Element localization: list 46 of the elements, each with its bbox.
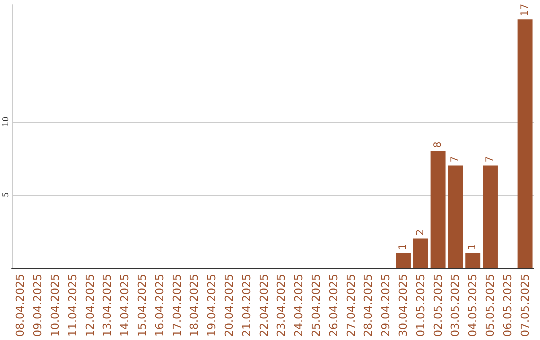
data-label: 1 xyxy=(398,244,409,250)
x-tick-label: 13.04.2025 xyxy=(101,274,114,338)
data-label: 8 xyxy=(432,142,444,148)
x-tick-label: 27.04.2025 xyxy=(344,274,358,338)
x-tick-label: 05.05.2025 xyxy=(484,274,497,338)
x-tick-label: 29.04.2025 xyxy=(380,274,393,338)
data-label: 7 xyxy=(485,156,496,163)
x-tick-label: 10.04.2025 xyxy=(49,274,62,338)
x-tick-label: 06.05.2025 xyxy=(501,274,514,338)
x-tick-label: 20.04.2025 xyxy=(223,274,236,338)
x-tick-label: 18.04.2025 xyxy=(188,274,202,338)
x-tick-label: 19.04.2025 xyxy=(206,274,219,338)
x-tick-label: 26.04.2025 xyxy=(327,274,340,338)
bar xyxy=(430,151,446,268)
y-tick-label: 10 xyxy=(2,116,10,127)
x-tick-label: 15.04.2025 xyxy=(136,274,149,338)
x-tick-label: 04.05.2025 xyxy=(466,274,480,338)
x-tick-label: 09.04.2025 xyxy=(32,274,45,338)
data-label: 1 xyxy=(468,244,479,250)
data-label: 7 xyxy=(450,156,462,163)
x-tick-label: 07.05.2025 xyxy=(518,274,532,338)
bar xyxy=(413,238,428,268)
x-tick-label: 24.04.2025 xyxy=(292,274,306,338)
x-tick-label: 22.04.2025 xyxy=(258,274,271,338)
bar xyxy=(448,166,464,268)
x-tick-label: 25.04.2025 xyxy=(310,274,323,338)
data-label: 17 xyxy=(520,4,531,17)
x-tick-label: 02.05.2025 xyxy=(432,274,445,338)
x-tick-label: 12.04.2025 xyxy=(84,274,97,338)
x-tick-label: 14.04.2025 xyxy=(118,274,132,338)
bar xyxy=(466,253,481,268)
x-tick-label: 03.05.2025 xyxy=(449,274,462,338)
bar xyxy=(396,253,411,268)
x-tick-label: 28.04.2025 xyxy=(362,274,376,338)
x-tick-label: 16.04.2025 xyxy=(153,274,166,338)
bar xyxy=(483,166,498,268)
x-tick-label: 17.04.2025 xyxy=(170,274,184,338)
x-tick-label: 01.05.2025 xyxy=(414,274,428,338)
data-label: 2 xyxy=(415,229,426,236)
x-tick-label: 30.04.2025 xyxy=(397,274,410,338)
bar xyxy=(518,20,533,268)
x-tick-label: 11.04.2025 xyxy=(66,274,80,338)
x-tick-label: 23.04.2025 xyxy=(275,274,288,338)
y-tick-label: 5 xyxy=(2,192,10,198)
x-tick-label: 08.04.2025 xyxy=(14,274,28,338)
x-tick-label: 21.04.2025 xyxy=(240,274,254,338)
